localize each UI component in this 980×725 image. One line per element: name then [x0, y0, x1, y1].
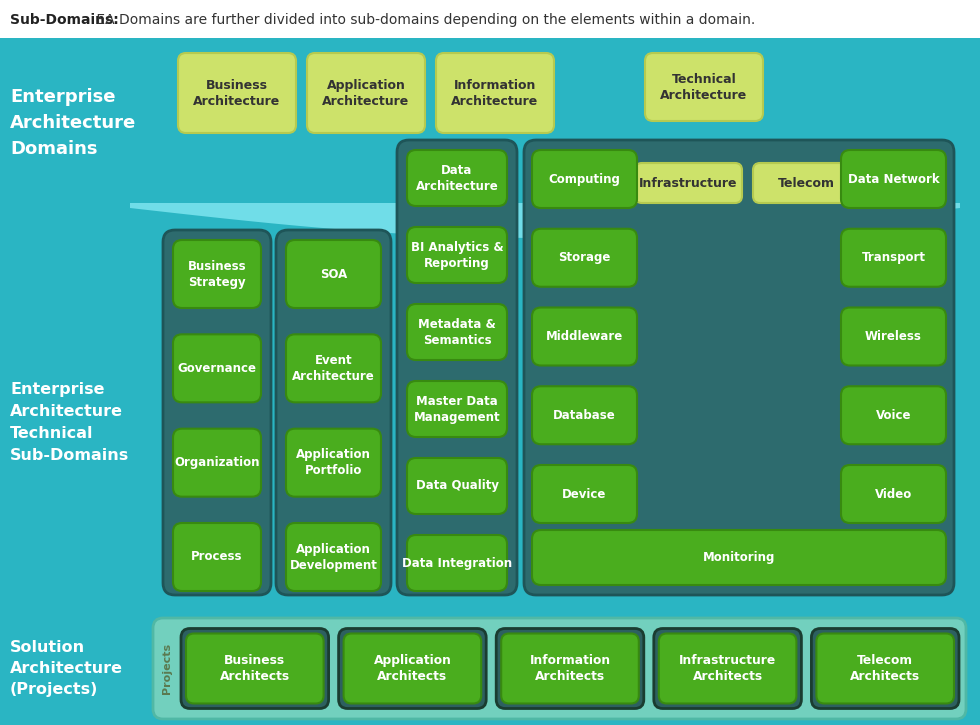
FancyBboxPatch shape	[173, 428, 261, 497]
Text: Device: Device	[563, 487, 607, 500]
FancyBboxPatch shape	[654, 629, 802, 708]
Text: Event
Architecture: Event Architecture	[292, 354, 375, 383]
FancyBboxPatch shape	[532, 150, 637, 208]
Text: Wireless: Wireless	[865, 330, 922, 343]
Text: Information
Architecture: Information Architecture	[452, 78, 539, 107]
FancyBboxPatch shape	[496, 629, 644, 708]
FancyBboxPatch shape	[532, 530, 946, 585]
Text: Telecom
Architects: Telecom Architects	[850, 654, 920, 683]
FancyBboxPatch shape	[753, 163, 860, 203]
Text: Video: Video	[875, 487, 912, 500]
FancyBboxPatch shape	[841, 386, 946, 444]
FancyBboxPatch shape	[407, 304, 507, 360]
Text: Application
Architecture: Application Architecture	[322, 78, 410, 107]
FancyBboxPatch shape	[344, 634, 481, 703]
Bar	[0, 38, 980, 208]
Bar	[0, 203, 980, 612]
FancyBboxPatch shape	[841, 229, 946, 287]
Text: Business
Architects: Business Architects	[220, 654, 290, 683]
Text: Data
Architecture: Data Architecture	[416, 164, 499, 193]
Text: Voice: Voice	[876, 409, 911, 422]
Text: Solution
Architecture
(Projects): Solution Architecture (Projects)	[10, 640, 123, 697]
FancyBboxPatch shape	[173, 240, 261, 308]
FancyBboxPatch shape	[532, 307, 637, 365]
FancyBboxPatch shape	[811, 629, 959, 708]
FancyBboxPatch shape	[307, 53, 425, 133]
Text: Business
Architecture: Business Architecture	[193, 78, 280, 107]
Text: Technical
Architecture: Technical Architecture	[661, 72, 748, 102]
FancyBboxPatch shape	[276, 230, 391, 595]
Polygon shape	[130, 203, 960, 238]
FancyBboxPatch shape	[407, 535, 507, 591]
Text: Information
Architects: Information Architects	[529, 654, 611, 683]
Text: Computing: Computing	[549, 173, 620, 186]
Bar	[0, 0, 980, 39]
Text: Governance: Governance	[177, 362, 257, 375]
Text: Telecom: Telecom	[778, 176, 835, 189]
FancyBboxPatch shape	[407, 458, 507, 514]
Text: BI Analytics &
Reporting: BI Analytics & Reporting	[411, 241, 504, 270]
FancyBboxPatch shape	[635, 163, 742, 203]
Text: Sub-Domains:: Sub-Domains:	[10, 13, 119, 27]
FancyBboxPatch shape	[841, 150, 946, 208]
Text: Application
Portfolio: Application Portfolio	[296, 448, 371, 477]
Text: Database: Database	[553, 409, 615, 422]
Text: Organization: Organization	[174, 456, 260, 469]
FancyBboxPatch shape	[397, 140, 517, 595]
Bar	[0, 612, 980, 725]
Text: Transport: Transport	[861, 252, 925, 264]
Text: SOA: SOA	[319, 268, 347, 281]
FancyBboxPatch shape	[286, 428, 381, 497]
FancyBboxPatch shape	[532, 465, 637, 523]
FancyBboxPatch shape	[532, 386, 637, 444]
FancyBboxPatch shape	[286, 334, 381, 402]
Text: Business
Strategy: Business Strategy	[188, 260, 246, 289]
FancyBboxPatch shape	[286, 523, 381, 591]
FancyBboxPatch shape	[407, 381, 507, 437]
FancyBboxPatch shape	[659, 634, 797, 703]
Text: Master Data
Management: Master Data Management	[414, 394, 501, 423]
Text: Application
Architects: Application Architects	[373, 654, 452, 683]
Text: Infrastructure
Architects: Infrastructure Architects	[679, 654, 776, 683]
FancyBboxPatch shape	[841, 307, 946, 365]
FancyBboxPatch shape	[436, 53, 554, 133]
Text: Middleware: Middleware	[546, 330, 623, 343]
Text: Data Integration: Data Integration	[402, 557, 513, 570]
FancyBboxPatch shape	[841, 465, 946, 523]
FancyBboxPatch shape	[181, 629, 328, 708]
Text: Data Network: Data Network	[848, 173, 939, 186]
FancyBboxPatch shape	[286, 240, 381, 308]
Text: Application
Development: Application Development	[289, 542, 377, 571]
FancyBboxPatch shape	[178, 53, 296, 133]
FancyBboxPatch shape	[501, 634, 639, 703]
FancyBboxPatch shape	[407, 227, 507, 283]
Text: Process: Process	[191, 550, 243, 563]
Text: Enterprise
Architecture
Technical
Sub-Domains: Enterprise Architecture Technical Sub-Do…	[10, 381, 129, 463]
FancyBboxPatch shape	[339, 629, 486, 708]
Text: Metadata &
Semantics: Metadata & Semantics	[418, 318, 496, 347]
FancyBboxPatch shape	[524, 140, 954, 595]
Text: EA Domains are further divided into sub-domains depending on the elements within: EA Domains are further divided into sub-…	[92, 13, 756, 27]
FancyBboxPatch shape	[173, 334, 261, 402]
FancyBboxPatch shape	[645, 53, 763, 121]
FancyBboxPatch shape	[816, 634, 954, 703]
Text: Monitoring: Monitoring	[703, 551, 775, 564]
Text: Projects: Projects	[162, 643, 172, 694]
FancyBboxPatch shape	[407, 150, 507, 206]
Text: Storage: Storage	[559, 252, 611, 264]
FancyBboxPatch shape	[532, 229, 637, 287]
FancyBboxPatch shape	[153, 618, 966, 719]
Text: Data Quality: Data Quality	[416, 479, 499, 492]
Text: Enterprise
Architecture
Domains: Enterprise Architecture Domains	[10, 88, 136, 158]
FancyBboxPatch shape	[163, 230, 271, 595]
FancyBboxPatch shape	[186, 634, 323, 703]
Text: Infrastructure: Infrastructure	[639, 176, 738, 189]
FancyBboxPatch shape	[173, 523, 261, 591]
